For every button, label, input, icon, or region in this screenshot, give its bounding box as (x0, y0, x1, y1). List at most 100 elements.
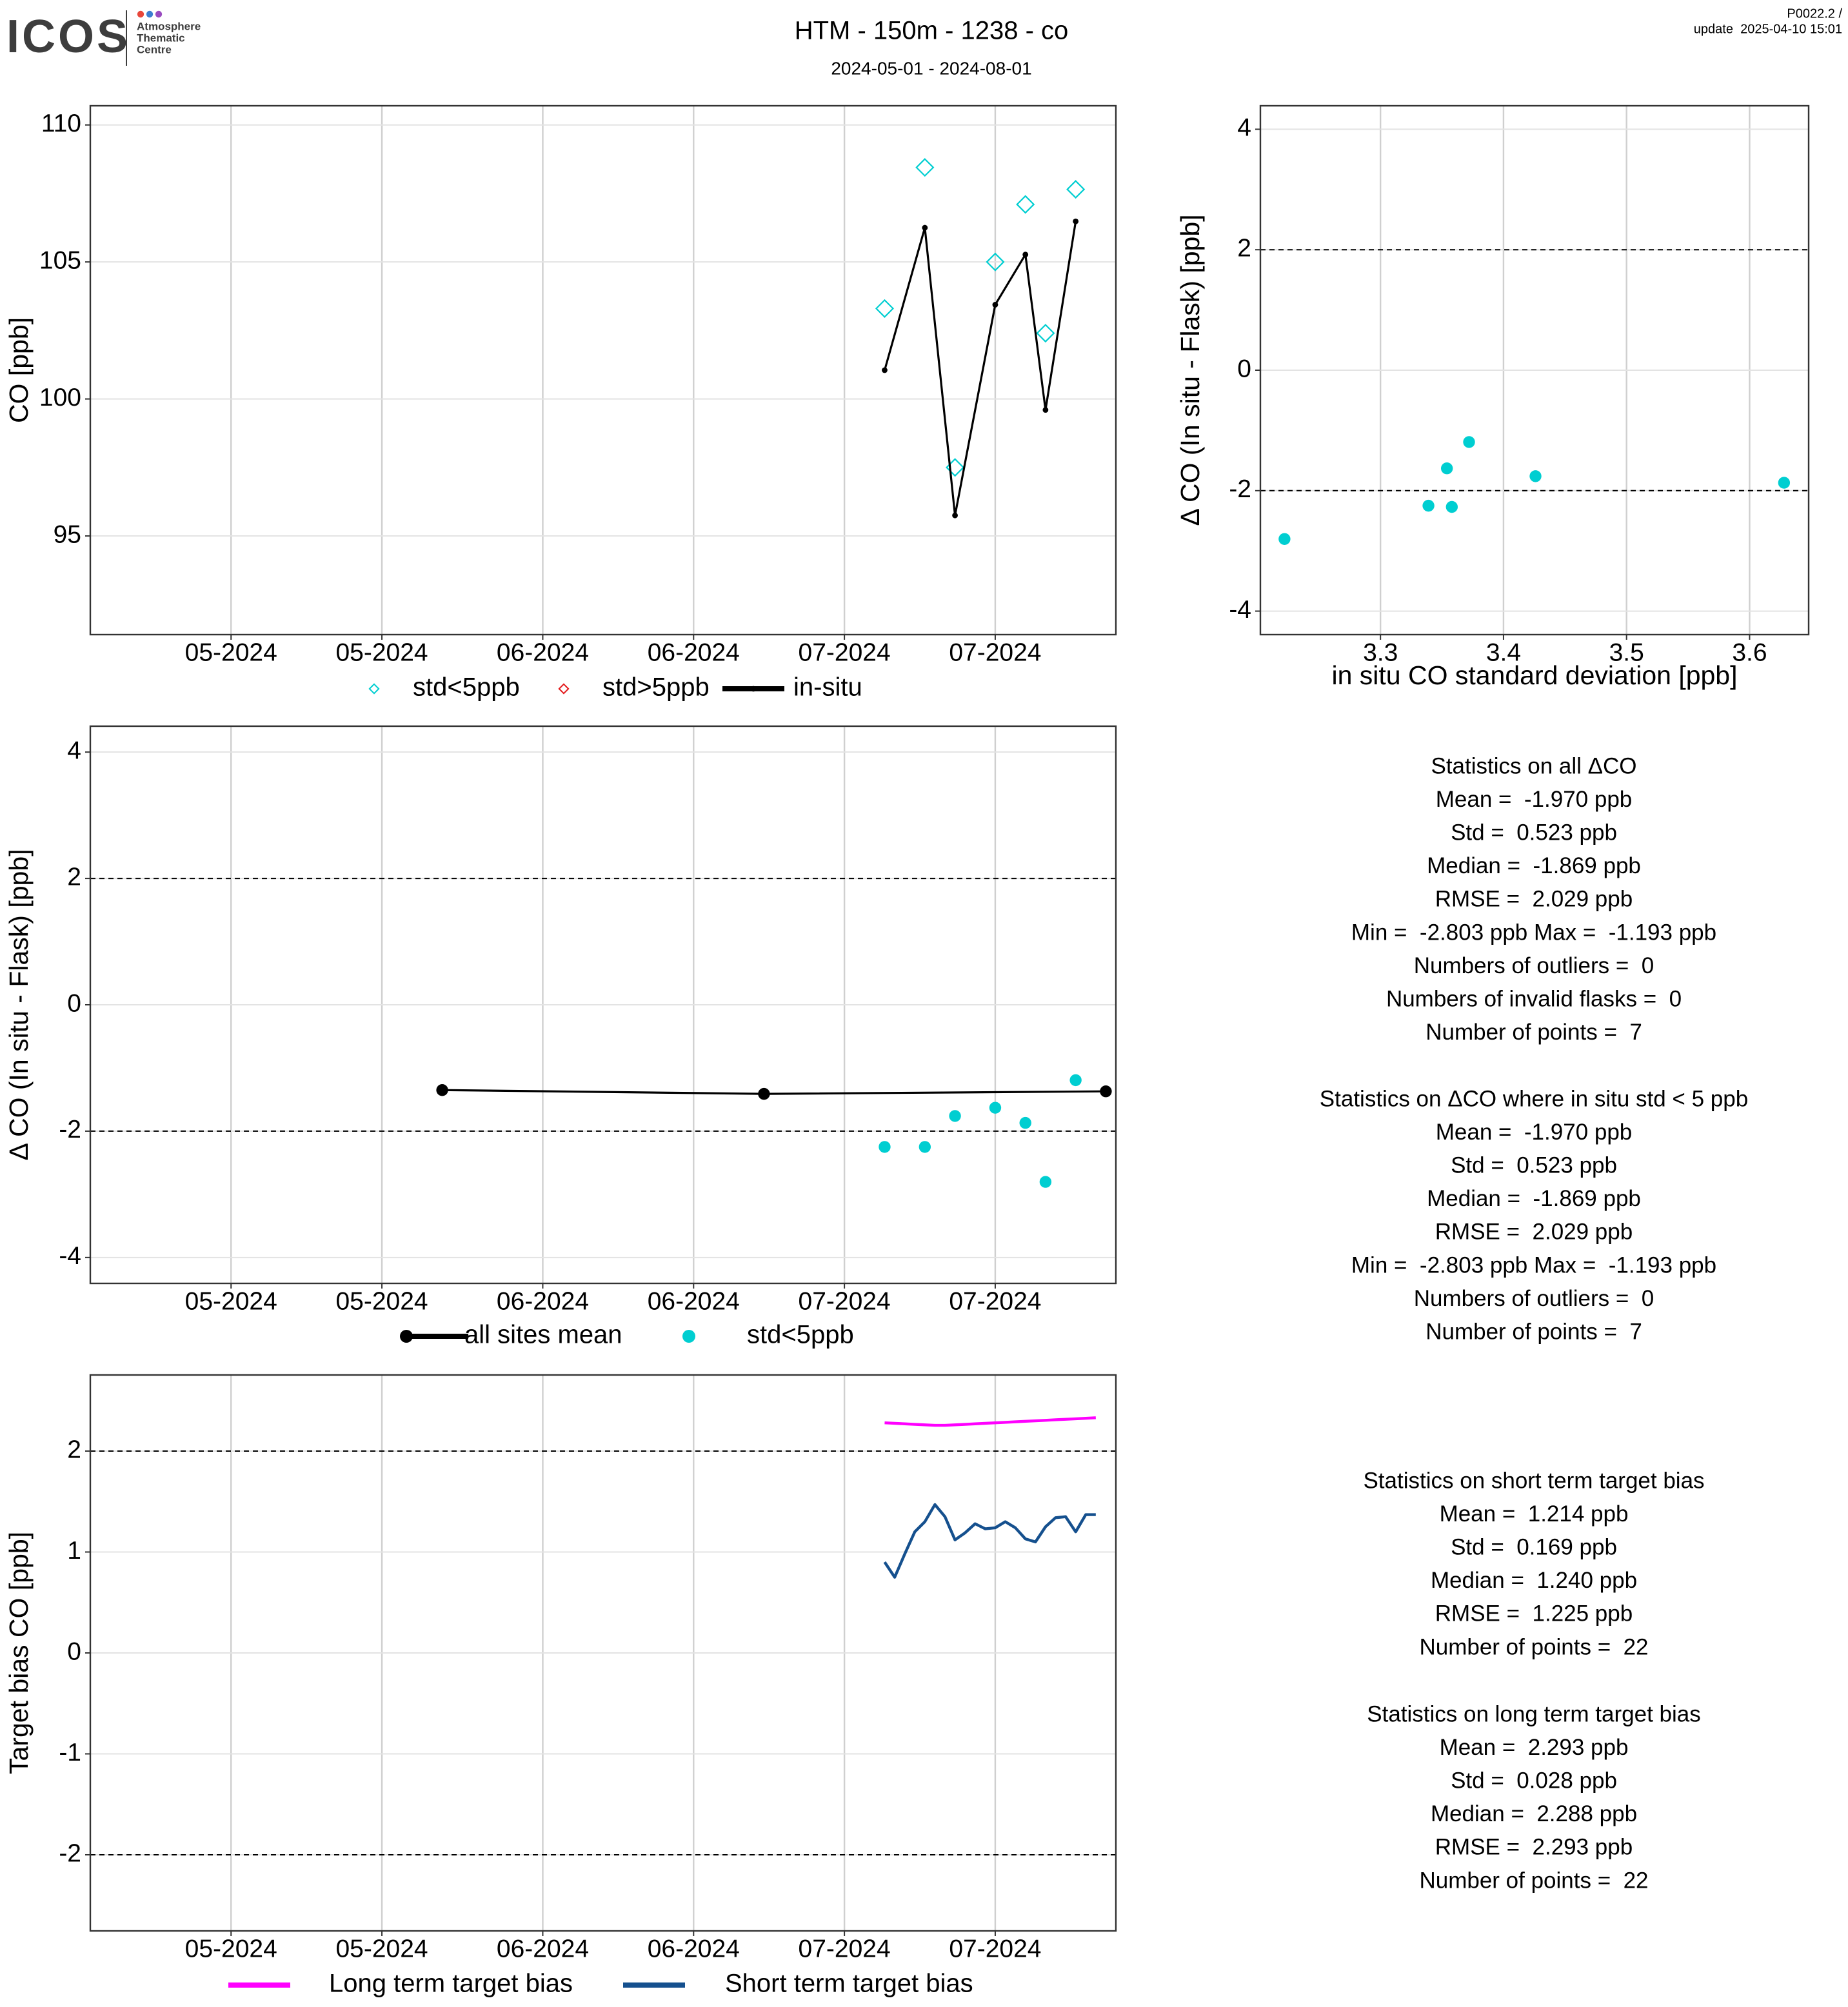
stats-line: Mean = -1.970 ppb (1436, 787, 1633, 812)
data-point (919, 1141, 931, 1153)
y-tick-label: 0 (67, 1637, 81, 1665)
stats-title: Statistics on all ΔCO (1431, 753, 1636, 778)
stats-line: Mean = 1.214 ppb (1440, 1501, 1629, 1527)
logo-dot (146, 10, 154, 18)
y-tick-label: 105 (39, 246, 81, 274)
x-tick-label: 07-2024 (949, 638, 1041, 666)
legend-label: std>5ppb (602, 673, 710, 702)
data-point (758, 1087, 770, 1100)
data-point (1778, 477, 1791, 489)
data-point (1463, 436, 1475, 448)
x-tick-label: 06-2024 (497, 638, 589, 666)
x-tick-label: 05-2024 (185, 1287, 277, 1315)
x-tick-label: 05-2024 (335, 1935, 428, 1963)
stats-line: Numbers of outliers = 0 (1414, 1286, 1654, 1311)
data-point (992, 302, 999, 308)
y-axis-title: CO [ppb] (4, 317, 34, 423)
stats-line: Numbers of invalid flasks = 0 (1386, 986, 1682, 1011)
y-tick-label: 2 (1237, 235, 1251, 262)
x-tick-label: 07-2024 (949, 1287, 1041, 1315)
stats-line: Number of points = 22 (1419, 1868, 1648, 1893)
x-tick-label: 05-2024 (185, 638, 277, 666)
data-point (922, 224, 928, 231)
stats-line: Median = -1.869 ppb (1427, 853, 1641, 878)
data-point (1016, 195, 1035, 214)
x-tick-label: 3.3 (1363, 638, 1398, 666)
x-tick-label: 06-2024 (497, 1935, 589, 1963)
stats-line: RMSE = 1.225 ppb (1435, 1601, 1633, 1626)
y-axis-title: Δ CO (In situ - Flask) [ppb] (1175, 214, 1205, 526)
x-tick-label: 3.4 (1486, 638, 1521, 666)
y-tick-label: -2 (59, 1116, 81, 1143)
series-line (883, 1503, 1096, 1579)
data-point (1039, 1176, 1052, 1188)
stats-line: Std = 0.523 ppb (1451, 820, 1617, 845)
x-tick-label: 07-2024 (949, 1935, 1041, 1963)
y-axis-title: Δ CO (In situ - Flask) [ppb] (4, 849, 34, 1160)
stats-line: RMSE = 2.293 ppb (1435, 1835, 1633, 1860)
page-subtitle: 2024-05-01 - 2024-08-01 (831, 58, 1031, 78)
data-point (1073, 218, 1079, 224)
data-point (1019, 1116, 1031, 1129)
x-tick-label: 06-2024 (497, 1287, 589, 1315)
legend-label: std<5ppb (413, 673, 520, 702)
legend-key (682, 1330, 695, 1343)
series-line (884, 1416, 1096, 1427)
stats-line: Mean = 2.293 ppb (1440, 1735, 1629, 1760)
legend-label: Long term target bias (329, 1970, 573, 1998)
y-tick-label: 2 (67, 863, 81, 891)
x-tick-label: 06-2024 (648, 1287, 740, 1315)
data-point (1066, 180, 1086, 199)
x-tick-label: 07-2024 (799, 1935, 891, 1963)
stats-line: Min = -2.803 ppb Max = -1.193 ppb (1351, 920, 1716, 945)
data-point (915, 158, 935, 177)
data-point (1036, 324, 1055, 343)
stats-line: Std = 0.169 ppb (1451, 1534, 1617, 1559)
update-time: update 2025-04-10 15:01 (1694, 22, 1842, 36)
legend-label: std<5ppb (747, 1321, 854, 1349)
x-tick-label: 07-2024 (799, 638, 891, 666)
y-tick-label: 0 (67, 989, 81, 1017)
legend-key (400, 1330, 413, 1343)
data-point (1440, 462, 1453, 475)
y-tick-label: 2 (67, 1436, 81, 1463)
plot-area (90, 106, 1116, 635)
stats-line: Median = 1.240 ppb (1431, 1568, 1637, 1593)
data-point (882, 367, 888, 373)
data-point (1069, 1074, 1082, 1087)
stats-line: Median = -1.869 ppb (1427, 1186, 1641, 1211)
x-tick-label: 3.6 (1732, 638, 1767, 666)
logo-text: Thematic (137, 32, 185, 44)
data-point (1278, 533, 1291, 545)
y-tick-label: -1 (59, 1739, 81, 1766)
data-point (952, 512, 958, 519)
plot-border (89, 1374, 1117, 1932)
page-title: HTM - 150m - 1238 - co (795, 17, 1069, 45)
y-tick-label: 100 (39, 384, 81, 411)
logo-text: Centre (137, 43, 172, 55)
data-point (879, 1141, 891, 1153)
stats-line: Min = -2.803 ppb Max = -1.193 ppb (1351, 1252, 1716, 1278)
logo-text: Atmosphere (137, 20, 201, 32)
stats-line: Numbers of outliers = 0 (1414, 953, 1654, 978)
stats-line: Median = 2.288 ppb (1431, 1801, 1637, 1826)
plot-border (89, 725, 1117, 1285)
data-point (1100, 1085, 1112, 1098)
stats-line: RMSE = 2.029 ppb (1435, 1220, 1633, 1245)
y-tick-label: 4 (1237, 114, 1251, 142)
data-point (1022, 252, 1029, 258)
stats-line: RMSE = 2.029 ppb (1435, 887, 1633, 912)
stats-title: Statistics on short term target bias (1363, 1468, 1704, 1493)
data-point (1529, 470, 1542, 482)
legend-key (750, 686, 757, 692)
y-axis-title: Target bias CO [ppb] (4, 1532, 34, 1774)
plot-border (1259, 104, 1810, 636)
x-tick-label: 05-2024 (185, 1935, 277, 1963)
legend-label: Short term target bias (725, 1970, 973, 1998)
logo-dot (155, 10, 163, 18)
y-tick-label: 4 (67, 737, 81, 764)
legend-label: all sites mean (464, 1321, 622, 1349)
stats-line: Mean = -1.970 ppb (1436, 1120, 1633, 1145)
y-tick-label: 95 (54, 520, 81, 548)
x-tick-label: 05-2024 (335, 638, 428, 666)
